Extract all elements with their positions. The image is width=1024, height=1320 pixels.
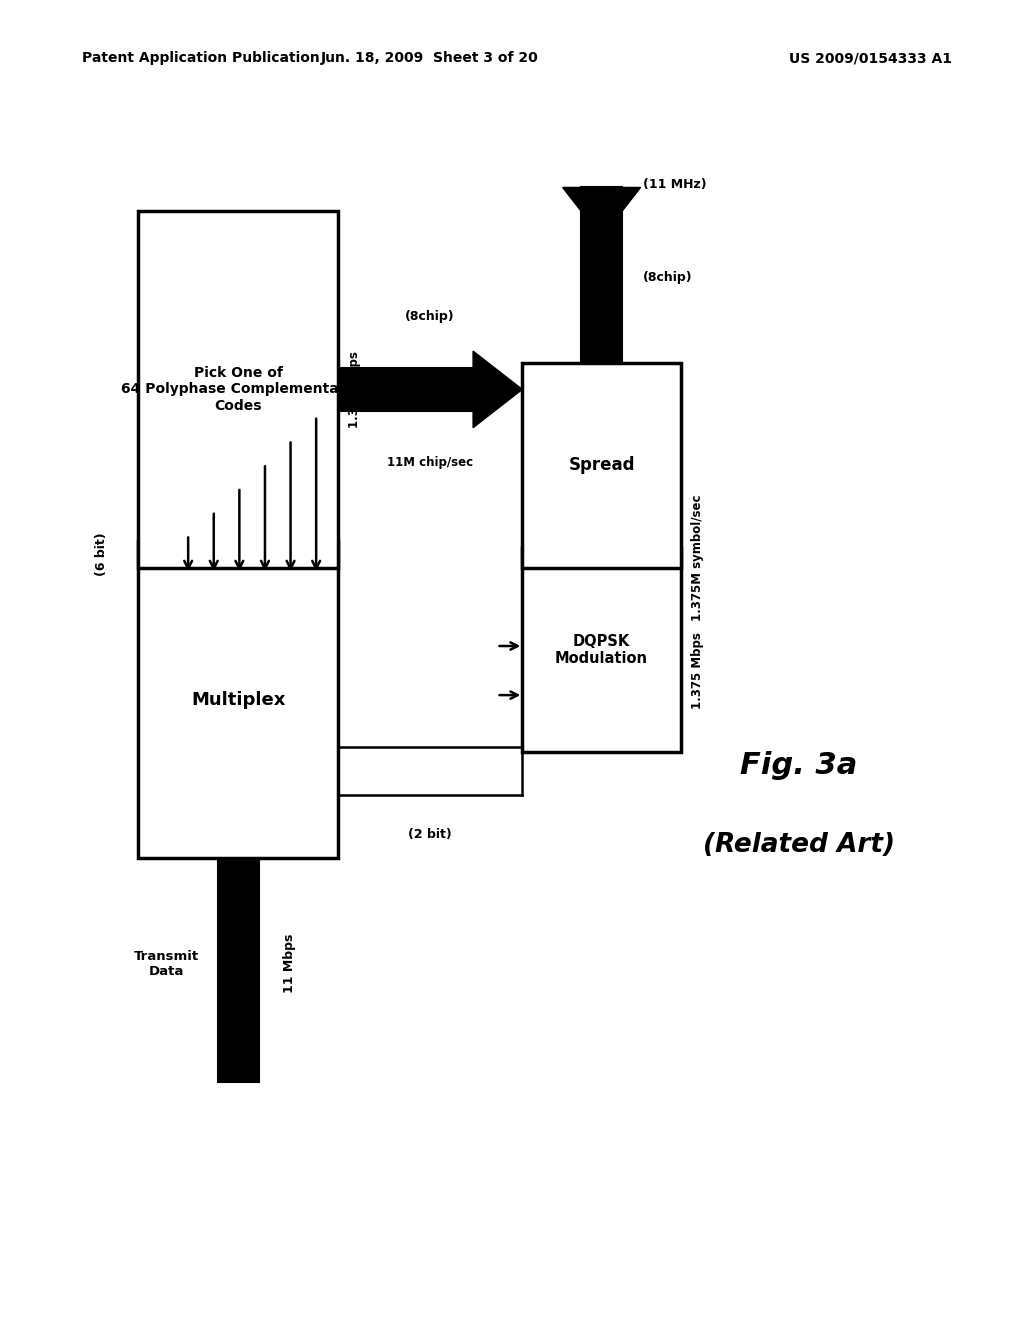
Text: (6 bit): (6 bit) [94,532,108,577]
Text: Transmit
Data: Transmit Data [134,949,199,978]
Polygon shape [199,808,276,858]
Text: 1.375 Mbps: 1.375 Mbps [348,351,361,428]
Text: Patent Application Publication: Patent Application Publication [82,51,319,65]
Polygon shape [563,187,641,238]
Text: 1.375 Mbps: 1.375 Mbps [691,632,705,709]
Bar [522,548,681,752]
Text: Jun. 18, 2009  Sheet 3 of 20: Jun. 18, 2009 Sheet 3 of 20 [322,51,539,65]
Text: (11 MHz): (11 MHz) [643,178,707,191]
Text: (8chip): (8chip) [643,271,692,284]
Text: Fig. 3a: Fig. 3a [740,751,857,780]
Bar [522,363,681,568]
Text: 11M chip/sec: 11M chip/sec [387,455,473,469]
Bar [338,368,473,411]
Text: (8 bits): (8 bits) [242,972,254,1022]
Text: Pick One of
64 Polyphase Complementary
Codes: Pick One of 64 Polyphase Complementary C… [121,366,355,413]
Bar [589,525,614,548]
Bar [138,541,338,858]
Bar [218,808,258,1082]
Text: 11 Mbps: 11 Mbps [283,935,296,993]
Text: Multiplex: Multiplex [190,690,286,709]
Text: (2 bit): (2 bit) [409,828,452,841]
Polygon shape [578,525,627,568]
Bar [582,187,623,363]
Text: (Related Art): (Related Art) [702,832,895,858]
Text: Spread: Spread [568,457,635,474]
Text: US 2009/0154333 A1: US 2009/0154333 A1 [790,51,952,65]
Bar [138,211,338,568]
Polygon shape [473,351,522,428]
Text: (8chip): (8chip) [406,310,455,323]
Text: 1.375M symbol/sec: 1.375M symbol/sec [691,495,705,620]
Text: DQPSK
Modulation: DQPSK Modulation [555,634,648,667]
